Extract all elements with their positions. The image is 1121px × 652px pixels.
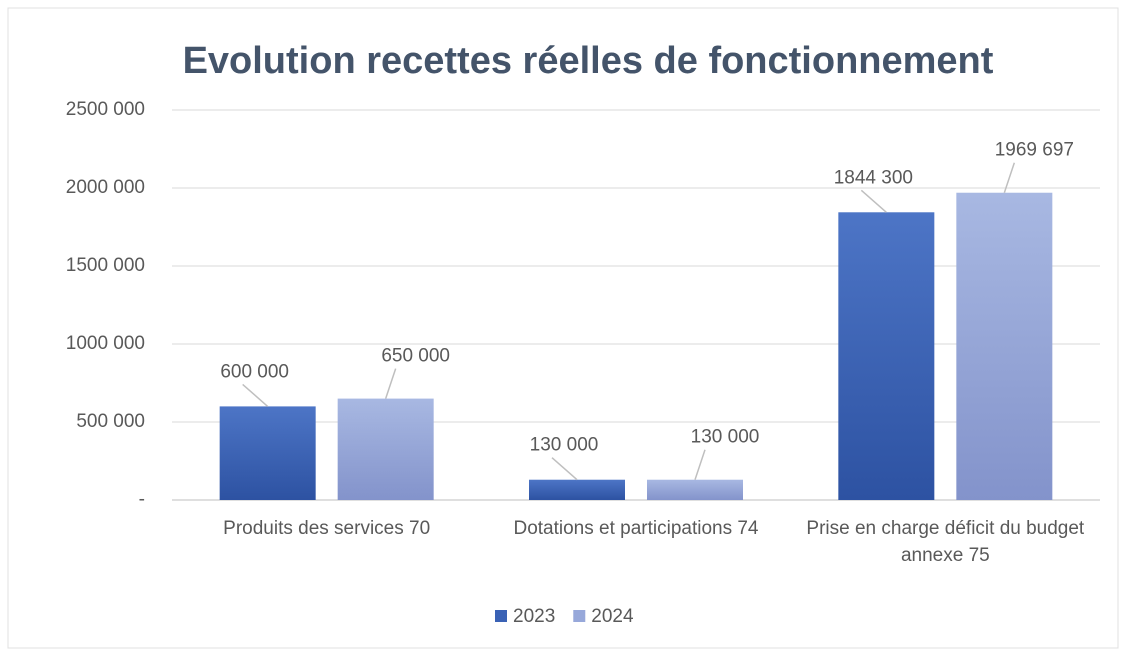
x-tick-label-box: Prise en charge déficit du budget annexe… xyxy=(806,518,1085,566)
y-tick-label: 1500 000 xyxy=(66,255,145,276)
bar xyxy=(337,398,434,500)
x-tick-label: Dotations et participations 74 xyxy=(513,518,759,539)
bar xyxy=(529,479,625,500)
y-tick-label: 1000 000 xyxy=(66,333,145,354)
y-tick-label: 2000 000 xyxy=(66,177,145,198)
data-label: 600 000 xyxy=(220,361,289,382)
chart-title: Evolution recettes réelles de fonctionne… xyxy=(183,40,994,82)
y-tick-label: 500 000 xyxy=(76,411,145,432)
y-tick-label: - xyxy=(139,489,145,510)
x-tick-label-box: Produits des services 70 xyxy=(223,518,431,539)
x-tick-label: Prise en charge déficit du budget annexe… xyxy=(806,518,1085,566)
leader-line xyxy=(860,189,887,213)
leader-line xyxy=(694,449,706,480)
x-tick-label-box: Dotations et participations 74 xyxy=(513,518,759,539)
data-label: 130 000 xyxy=(691,427,760,448)
data-label: 130 000 xyxy=(530,435,599,456)
x-tick-label: Produits des services 70 xyxy=(223,518,431,539)
leader-line xyxy=(551,457,578,481)
leader-line xyxy=(242,383,269,407)
legend-swatch xyxy=(495,610,507,622)
leader-line xyxy=(1003,162,1016,193)
y-tick-label: 2500 000 xyxy=(66,99,145,120)
legend-label: 2024 xyxy=(591,606,634,627)
bar xyxy=(956,192,1053,500)
data-label: 650 000 xyxy=(381,346,450,367)
bar xyxy=(647,479,743,500)
legend-label: 2023 xyxy=(513,606,555,627)
data-label: 1969 697 xyxy=(995,140,1074,161)
data-label: 1844 300 xyxy=(834,167,913,188)
bar xyxy=(219,406,316,500)
bar xyxy=(838,212,935,501)
legend-swatch xyxy=(573,610,586,622)
leader-line xyxy=(384,368,397,399)
